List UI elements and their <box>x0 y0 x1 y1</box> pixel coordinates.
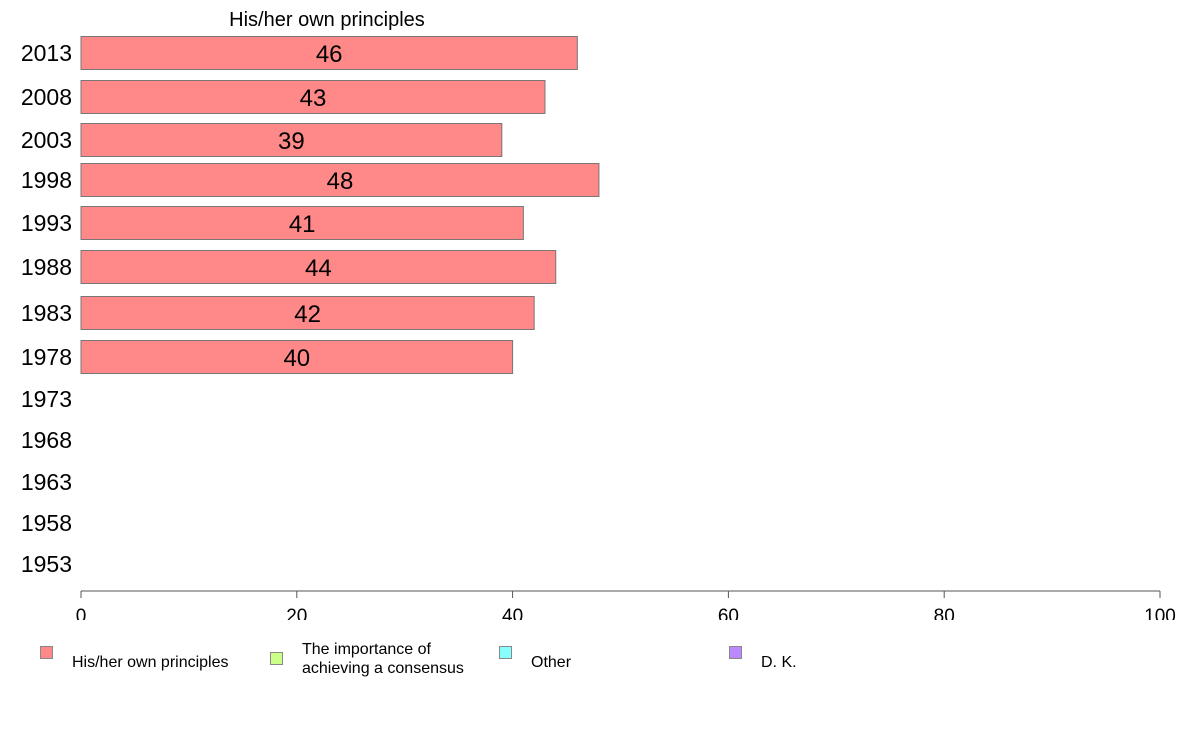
legend-item-dk: D. K. <box>729 640 797 672</box>
bar-2003 <box>80 123 503 157</box>
bar-value-label-2013: 46 <box>316 41 343 68</box>
bar-value-label-1993: 41 <box>289 211 316 238</box>
x-tick-label-80: 80 <box>934 606 955 620</box>
y-tick-label-1973: 1973 <box>21 386 72 412</box>
legend-swatch-dk <box>729 646 742 659</box>
y-tick-label-1968: 1968 <box>21 427 72 453</box>
bar-value-label-1983: 42 <box>294 301 321 328</box>
chart-title: His/her own principles <box>229 9 425 31</box>
bar-value-label-2008: 43 <box>300 85 327 112</box>
x-tick-label-20: 20 <box>286 606 307 620</box>
legend-item-consensus: The importance of achieving a consensus <box>270 640 464 678</box>
bar-value-label-1998: 48 <box>327 168 354 195</box>
legend-label-principles: His/her own principles <box>72 654 229 671</box>
y-tick-label-1958: 1958 <box>21 510 72 536</box>
legend-item-other: Other <box>499 640 571 672</box>
legend-swatch-principles <box>40 646 53 659</box>
legend: His/her own principles The importance of… <box>0 640 1188 700</box>
y-tick-label-1953: 1953 <box>21 551 72 577</box>
bar-1988 <box>80 250 557 284</box>
legend-label-consensus: The importance of achieving a consensus <box>302 641 464 677</box>
y-tick-label-1998: 1998 <box>21 167 72 193</box>
legend-swatch-consensus <box>270 652 283 665</box>
x-tick-label-60: 60 <box>718 606 739 620</box>
bar-1998 <box>80 163 600 197</box>
bar-value-label-2003: 39 <box>278 128 305 155</box>
bar-chart: His/her own principles 4643394841444240 … <box>21 9 1176 620</box>
bar-2013 <box>80 36 578 70</box>
y-tick-label-2008: 2008 <box>21 84 72 110</box>
legend-label-dk: D. K. <box>761 654 797 671</box>
y-tick-label-1988: 1988 <box>21 254 72 280</box>
bar-1993 <box>80 206 524 240</box>
legend-item-principles: His/her own principles <box>40 640 229 672</box>
y-tick-label-1993: 1993 <box>21 210 72 236</box>
x-tick-label-100: 100 <box>1144 606 1176 620</box>
legend-label-other: Other <box>531 654 572 671</box>
bar-value-label-1978: 40 <box>283 345 310 372</box>
x-tick-label-0: 0 <box>76 606 87 620</box>
bar-1983 <box>80 296 535 330</box>
bar-1978 <box>80 340 514 374</box>
y-tick-label-1963: 1963 <box>21 469 72 495</box>
y-tick-label-1983: 1983 <box>21 300 72 326</box>
x-tick-label-40: 40 <box>502 606 523 620</box>
y-tick-label-1978: 1978 <box>21 344 72 370</box>
bar-2008 <box>80 80 546 114</box>
legend-swatch-other <box>499 646 512 659</box>
y-tick-label-2003: 2003 <box>21 127 72 153</box>
bar-value-label-1988: 44 <box>305 255 332 282</box>
y-tick-label-2013: 2013 <box>21 40 72 66</box>
